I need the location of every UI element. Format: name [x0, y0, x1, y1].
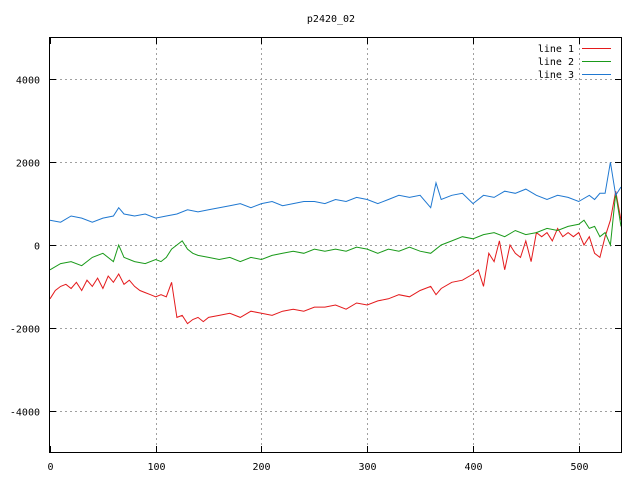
y-tick-label: 4000 — [16, 76, 40, 87]
legend: line 1 line 2 line 3 — [538, 44, 611, 81]
chart-title: p2420_02 — [307, 14, 355, 25]
series-line-2 — [49, 193, 622, 271]
y-tick-label: 2000 — [16, 159, 40, 170]
legend-label-3: line 3 — [538, 70, 574, 81]
x-tick-label: 0 — [47, 462, 53, 473]
series-line-3 — [49, 162, 622, 223]
series-line-1 — [49, 191, 622, 325]
legend-label-1: line 1 — [538, 44, 574, 55]
grid-lines — [50, 38, 621, 452]
x-tick-label: 100 — [147, 462, 165, 473]
x-tick-label: 400 — [464, 462, 482, 473]
series-lines — [49, 162, 622, 325]
x-tick-label: 500 — [570, 462, 588, 473]
y-tick-label: 0 — [34, 242, 40, 253]
plot-frame — [49, 37, 622, 453]
legend-label-2: line 2 — [538, 57, 574, 68]
x-tick-label: 300 — [358, 462, 376, 473]
y-tick-label: -4000 — [10, 408, 40, 419]
x-tick-label: 200 — [252, 462, 270, 473]
y-tick-label: -2000 — [10, 325, 40, 336]
axis-ticks: 0 100 200 300 400 500 -4000 -2000 0 2000 4000 — [10, 38, 621, 473]
